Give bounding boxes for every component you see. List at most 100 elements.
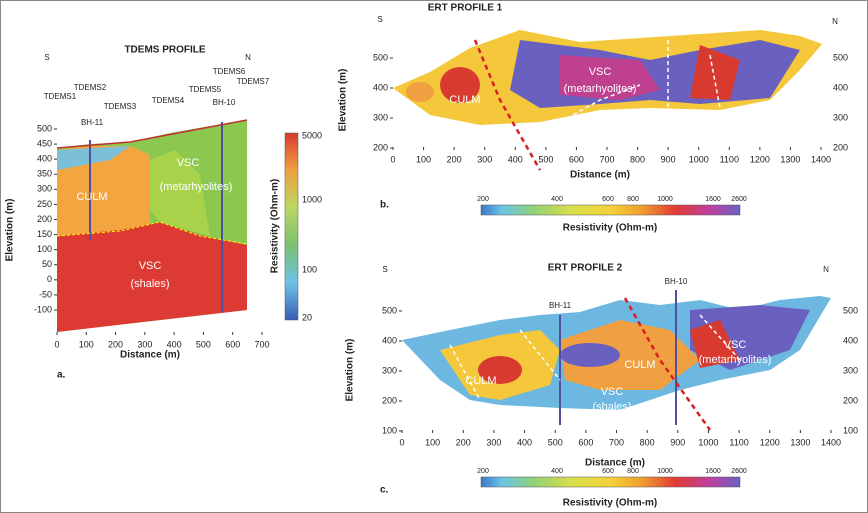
annotation: CULM: [624, 359, 655, 371]
x-tick-label: 400: [517, 437, 532, 447]
annotation: TDEMS1: [44, 92, 77, 101]
x-tick-label: 500: [548, 437, 563, 447]
annotation: CULM: [449, 94, 480, 106]
x-tick-label: 1400: [821, 437, 841, 447]
annotation: CULM: [465, 375, 496, 387]
y-tick-label: 200: [37, 214, 52, 224]
x-tick-label: 1100: [729, 437, 748, 447]
x-tick-label: 1200: [760, 437, 780, 447]
x-tick-label: 1000: [689, 154, 709, 164]
x-tick-label: 900: [670, 437, 685, 447]
annotation: TDEMS5: [189, 85, 222, 94]
x-axis-label: Distance (m): [585, 458, 645, 469]
section-b: [393, 30, 822, 171]
x-tick-label: 100: [79, 339, 94, 349]
section-c: [402, 290, 831, 431]
x-tick-label: 1100: [720, 154, 739, 164]
y-tick-label: 300: [382, 365, 397, 375]
colorbar-tick-label: 600: [602, 468, 614, 475]
y-tick-label: 450: [37, 138, 52, 148]
annotation: TDEMS3: [104, 102, 137, 111]
annotation: VSC: [177, 157, 200, 169]
y-tick-label-right: 400: [833, 82, 848, 92]
y-tick-label: 500: [382, 305, 397, 315]
annotation: (metarhyolites): [699, 354, 772, 366]
colorbar-tick-label: 1600: [705, 468, 721, 475]
colorbar-label: Resistivity (Ohm-m): [563, 223, 657, 234]
annotation: VSC: [724, 339, 747, 351]
annotation: CULM: [76, 191, 107, 203]
y-tick-label: 500: [373, 52, 388, 62]
y-axis-label: Elevation (m): [345, 339, 356, 402]
colorbar-tick-label: 400: [551, 468, 563, 475]
annotation: S: [44, 53, 49, 62]
annotation: BH-10: [665, 277, 688, 286]
colorbar-tick-label: 1000: [657, 196, 673, 203]
y-tick-label: 500: [37, 123, 52, 133]
y-tick-label: 200: [382, 395, 397, 405]
colorbar-label: Resistivity (Ohm-m): [270, 179, 281, 273]
annotation: BH-11: [81, 118, 104, 127]
annotation: TDEMS7: [237, 77, 270, 86]
annotation: S: [382, 265, 387, 274]
panel-title: ERT PROFILE 1: [428, 3, 503, 14]
x-tick-label: 0: [390, 154, 395, 164]
annotation: BH-10: [213, 98, 236, 107]
annotation: N: [832, 17, 838, 26]
x-tick-label: 400: [167, 339, 182, 349]
y-axis-label: Elevation (m): [5, 199, 16, 262]
annotation: (shales): [130, 278, 169, 290]
x-tick-label: 600: [569, 154, 584, 164]
y-tick-label-right: 300: [833, 112, 848, 122]
y-tick-label-right: 200: [843, 395, 858, 405]
colorbar-tick-label: 1000: [657, 468, 673, 475]
y-tick-label: 300: [373, 112, 388, 122]
annotation: (metarhyolites): [160, 181, 233, 193]
annotation: TDEMS6: [213, 67, 246, 76]
annotation: VSC: [139, 260, 162, 272]
x-axis-label: Distance (m): [570, 170, 630, 181]
annotation: N: [245, 53, 251, 62]
colorbar-tick-label: 1600: [705, 196, 721, 203]
annotation: S: [377, 15, 382, 24]
y-tick-label: -50: [39, 289, 52, 299]
colorbar-b: [480, 204, 741, 216]
x-tick-label: 1400: [811, 154, 831, 164]
y-tick-label: 150: [37, 229, 52, 239]
colorbar-tick-label: 20: [302, 312, 312, 322]
x-tick-label: 800: [640, 437, 655, 447]
x-tick-label: 100: [425, 437, 440, 447]
x-tick-label: 200: [447, 154, 462, 164]
x-tick-label: 700: [254, 339, 269, 349]
y-tick-label: 300: [37, 184, 52, 194]
x-tick-label: 500: [538, 154, 553, 164]
y-tick-label: 100: [382, 425, 397, 435]
y-tick-label: 100: [37, 244, 52, 254]
x-tick-label: 900: [661, 154, 676, 164]
panel-label: b.: [380, 200, 389, 211]
colorbar-tick-label: 100: [302, 264, 317, 274]
x-tick-label: 300: [486, 437, 501, 447]
annotation: (shales): [592, 401, 631, 413]
colorbar-tick-label: 2600: [731, 468, 747, 475]
y-tick-label: 200: [373, 142, 388, 152]
panel-label: c.: [380, 485, 389, 496]
y-axis-label: Elevation (m): [338, 69, 349, 132]
annotation: (metarhyolites): [564, 83, 637, 95]
x-tick-label: 600: [578, 437, 593, 447]
x-tick-label: 700: [609, 437, 624, 447]
x-tick-label: 500: [196, 339, 211, 349]
colorbar-tick-label: 800: [627, 196, 639, 203]
colorbar-tick-label: 800: [627, 468, 639, 475]
x-tick-label: 800: [630, 154, 645, 164]
x-tick-label: 1300: [790, 437, 810, 447]
section-a: [56, 119, 248, 332]
y-tick-label: 350: [37, 169, 52, 179]
y-tick-label-right: 500: [843, 305, 858, 315]
annotation: VSC: [589, 66, 612, 78]
x-tick-label: 400: [508, 154, 523, 164]
colorbar-a: [284, 132, 299, 321]
y-tick-label-right: 400: [843, 335, 858, 345]
colorbar-tick-label: 1000: [302, 194, 322, 204]
